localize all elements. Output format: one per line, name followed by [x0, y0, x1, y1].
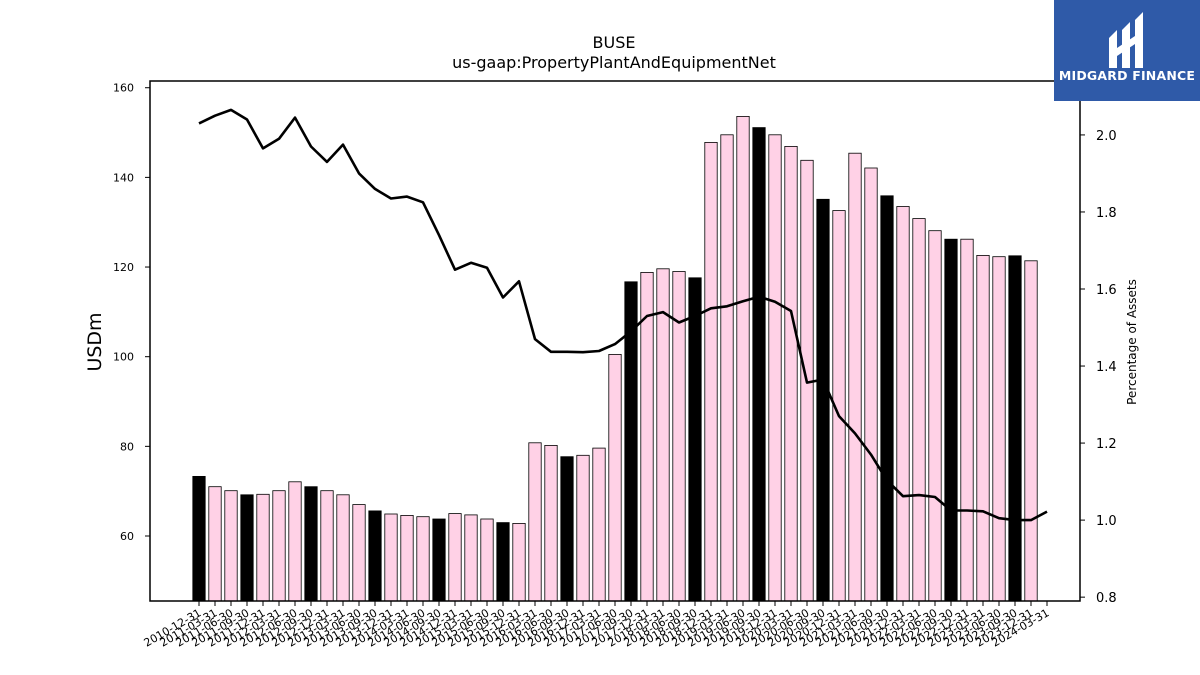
bar — [880, 195, 894, 602]
y2-axis-label: Percentage of Assets — [1125, 279, 1139, 405]
y2-tick-label: 1.8 — [1096, 206, 1117, 221]
y-tick-label: 60 — [120, 530, 134, 543]
bar — [704, 141, 718, 602]
y-tick-label: 140 — [113, 171, 134, 184]
bar — [288, 481, 302, 602]
y-tick-label: 160 — [113, 82, 134, 95]
bar — [512, 523, 526, 602]
chart-subtitle: us-gaap:PropertyPlantAndEquipmentNet — [452, 53, 776, 72]
bar — [560, 456, 574, 602]
y2-tick-label: 1.2 — [1096, 437, 1117, 452]
bar — [352, 504, 366, 602]
y2-tick-label: 2.0 — [1096, 129, 1117, 144]
bar — [864, 167, 878, 602]
bar — [1008, 255, 1022, 602]
bar — [784, 145, 798, 602]
bar — [928, 230, 942, 602]
bar-series — [192, 116, 1038, 602]
y-axis-label: USDm — [84, 312, 106, 371]
bar — [432, 518, 446, 602]
bar — [816, 198, 830, 602]
bar — [656, 268, 670, 602]
y-tick-label: 100 — [113, 351, 134, 364]
bar — [224, 490, 238, 602]
y2-tick-label: 1.4 — [1096, 360, 1117, 375]
bar — [416, 516, 430, 602]
bar — [208, 486, 222, 602]
bar — [336, 494, 350, 602]
bar — [528, 442, 542, 602]
bar — [960, 238, 974, 602]
y2-tick-label: 0.8 — [1096, 591, 1117, 606]
bar — [720, 134, 734, 602]
bar — [592, 447, 606, 602]
x-axis: 2010-12-312011-03-312011-06-302011-09-30… — [142, 601, 1052, 650]
percentage-line — [198, 108, 1048, 522]
bar — [1024, 260, 1038, 602]
bar — [256, 493, 270, 602]
bar — [480, 518, 494, 602]
bar — [736, 116, 750, 602]
y2-tick-label: 1.6 — [1096, 283, 1117, 298]
bar — [896, 206, 910, 602]
right-axis: 0.8 1.0 1.2 1.4 1.6 1.8 2.0 — [1080, 129, 1117, 606]
chart-title: BUSE — [593, 33, 636, 52]
bar — [576, 454, 590, 602]
bar — [464, 514, 478, 602]
bar — [192, 475, 206, 602]
bar — [496, 522, 510, 602]
line-series — [198, 108, 1048, 522]
bar — [976, 254, 990, 602]
bar — [240, 494, 254, 602]
bar — [768, 134, 782, 602]
midgard-logo-icon — [1109, 12, 1143, 68]
brand-name: MIDGARD FINANCE — [1058, 68, 1196, 83]
bar — [992, 256, 1006, 602]
y-tick-label: 80 — [120, 440, 134, 453]
bar — [304, 486, 318, 602]
y-tick-label: 120 — [113, 261, 134, 274]
bar — [608, 353, 622, 602]
bar — [400, 515, 414, 602]
bar — [368, 510, 382, 602]
brand-logo: MIDGARD FINANCE — [1054, 0, 1200, 101]
bar — [448, 513, 462, 602]
left-axis: 60 80 100 120 140 160 — [113, 82, 150, 543]
bar — [912, 218, 926, 602]
bar — [848, 152, 862, 602]
bar — [272, 490, 286, 602]
bar — [752, 127, 766, 602]
bar — [320, 490, 334, 602]
y2-tick-label: 1.0 — [1096, 514, 1117, 529]
bar — [688, 277, 702, 602]
bar — [384, 513, 398, 602]
bar — [944, 238, 958, 602]
bar — [544, 444, 558, 602]
